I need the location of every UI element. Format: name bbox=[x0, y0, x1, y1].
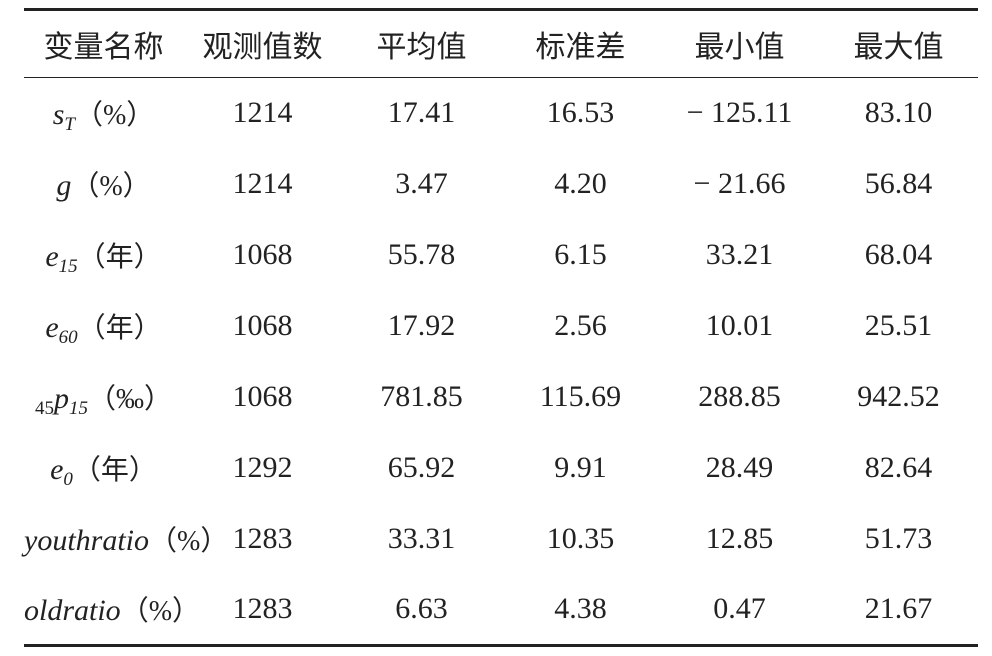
label-presub: 45 bbox=[34, 398, 54, 419]
row-label: e60（年） bbox=[24, 291, 183, 362]
label-unit: （年） bbox=[77, 242, 162, 273]
value-cell: 1068 bbox=[232, 380, 293, 413]
value-cell: 51.73 bbox=[864, 522, 933, 555]
header-cell: 变量名称 bbox=[43, 31, 164, 64]
value-cell: 65.92 bbox=[387, 451, 456, 484]
label-unit: （%） bbox=[71, 171, 151, 202]
header-cell: 最小值 bbox=[694, 31, 785, 64]
header-row: 变量名称 观测值数 平均值 标准差 最小值 最大值 bbox=[24, 9, 978, 78]
label-subscript: 15 bbox=[58, 256, 78, 277]
value-cell: 12.85 bbox=[705, 522, 774, 555]
table-row: e0（年） 1292 65.92 9.91 28.49 82.64 bbox=[24, 433, 978, 504]
label-subscript: 60 bbox=[58, 327, 78, 348]
value-cell: 1214 bbox=[232, 96, 293, 130]
label-variable: e bbox=[45, 240, 59, 273]
value-cell: 17.41 bbox=[387, 96, 456, 130]
value-cell: 83.10 bbox=[864, 96, 933, 130]
table-row: g（%） 1214 3.47 4.20 − 21.66 56.84 bbox=[24, 149, 978, 220]
value-cell: 2.56 bbox=[554, 309, 607, 342]
table-row: e60（年） 1068 17.92 2.56 10.01 25.51 bbox=[24, 291, 978, 362]
value-cell: 1283 bbox=[232, 522, 293, 555]
table-header: 变量名称 观测值数 平均值 标准差 最小值 最大值 bbox=[24, 9, 978, 78]
value-cell: 0.47 bbox=[713, 592, 766, 626]
value-cell: 9.91 bbox=[554, 451, 607, 484]
table-row: oldratio（%） 1283 6.63 4.38 0.47 21.67 bbox=[24, 575, 978, 646]
value-cell: 33.21 bbox=[705, 238, 774, 271]
label-subscript: T bbox=[64, 114, 75, 136]
table-row: 45p15（‰） 1068 781.85 115.69 288.85 942.52 bbox=[24, 362, 978, 433]
value-cell: − 21.66 bbox=[693, 167, 786, 200]
value-cell: 16.53 bbox=[546, 96, 615, 130]
value-cell: 3.47 bbox=[395, 167, 448, 200]
header-cell: 最大值 bbox=[853, 31, 944, 64]
label-variable: g bbox=[56, 169, 72, 202]
header-cell: 标准差 bbox=[535, 31, 626, 64]
value-cell: 10.35 bbox=[546, 522, 615, 555]
table-body: sT（%） 1214 17.41 16.53− 125.11 83.10 g（%） 1214… bbox=[24, 78, 978, 646]
row-label: e15（年） bbox=[24, 220, 183, 291]
value-cell: 28.49 bbox=[705, 451, 774, 484]
value-cell: 55.78 bbox=[387, 238, 456, 271]
value-cell: 21.67 bbox=[864, 592, 933, 626]
label-subscript: 15 bbox=[68, 398, 88, 419]
value-cell: 6.63 bbox=[395, 592, 448, 626]
label-unit: （%） bbox=[120, 596, 201, 628]
row-label: 45p15（‰） bbox=[24, 362, 183, 433]
row-label: sT（%） bbox=[24, 78, 183, 149]
value-cell: 68.04 bbox=[864, 238, 933, 271]
label-unit: （年） bbox=[77, 313, 162, 344]
value-cell: 33.31 bbox=[387, 522, 456, 555]
label-variable: youthratio bbox=[24, 524, 149, 557]
table-row: e15（年） 1068 55.78 6.15 33.21 68.04 bbox=[24, 220, 978, 291]
value-cell: 17.92 bbox=[387, 309, 456, 342]
label-variable: oldratio bbox=[24, 594, 121, 628]
value-cell: 56.84 bbox=[864, 167, 933, 200]
value-cell: 4.20 bbox=[554, 167, 607, 200]
stats-table: 变量名称 观测值数 平均值 标准差 最小值 最大值 sT（%） 1214 17.41 16.53… bbox=[24, 8, 978, 647]
label-variable: p bbox=[53, 382, 69, 415]
row-label: g（%） bbox=[24, 149, 183, 220]
value-cell: 6.15 bbox=[554, 238, 607, 271]
label-variable: s bbox=[52, 98, 65, 132]
label-unit: （%） bbox=[74, 100, 155, 132]
value-cell: 115.69 bbox=[539, 380, 622, 413]
row-label: youthratio（%） bbox=[24, 504, 228, 575]
table-row: youthratio（%） 1283 33.31 10.35 12.85 51.73 bbox=[24, 504, 978, 575]
value-cell: 1068 bbox=[232, 238, 293, 271]
value-cell: 1214 bbox=[232, 167, 293, 200]
value-cell: 781.85 bbox=[380, 380, 463, 413]
value-cell: 288.85 bbox=[698, 380, 781, 413]
label-unit: （%） bbox=[149, 526, 229, 557]
value-cell: 1283 bbox=[232, 592, 293, 626]
value-cell: 1068 bbox=[232, 309, 293, 342]
header-cell: 平均值 bbox=[376, 31, 467, 64]
label-unit: （年） bbox=[72, 455, 157, 486]
row-label: oldratio（%） bbox=[24, 575, 200, 646]
value-cell: 25.51 bbox=[864, 309, 933, 342]
value-cell: 10.01 bbox=[705, 309, 774, 342]
value-cell: 1292 bbox=[232, 451, 293, 484]
label-subscript: 0 bbox=[63, 469, 73, 490]
value-cell: 4.38 bbox=[554, 592, 607, 626]
table-row: sT（%） 1214 17.41 16.53 − 125.11 83.10 bbox=[24, 78, 978, 149]
label-unit: （‰） bbox=[87, 384, 172, 415]
row-label: e0（年） bbox=[24, 433, 183, 504]
value-cell: 82.64 bbox=[864, 451, 933, 484]
value-cell: 942.52 bbox=[857, 380, 940, 413]
value-cell: − 125.11 bbox=[686, 96, 793, 130]
label-variable: e bbox=[50, 453, 64, 486]
label-variable: e bbox=[45, 311, 59, 344]
header-cell: 观测值数 bbox=[202, 31, 323, 64]
